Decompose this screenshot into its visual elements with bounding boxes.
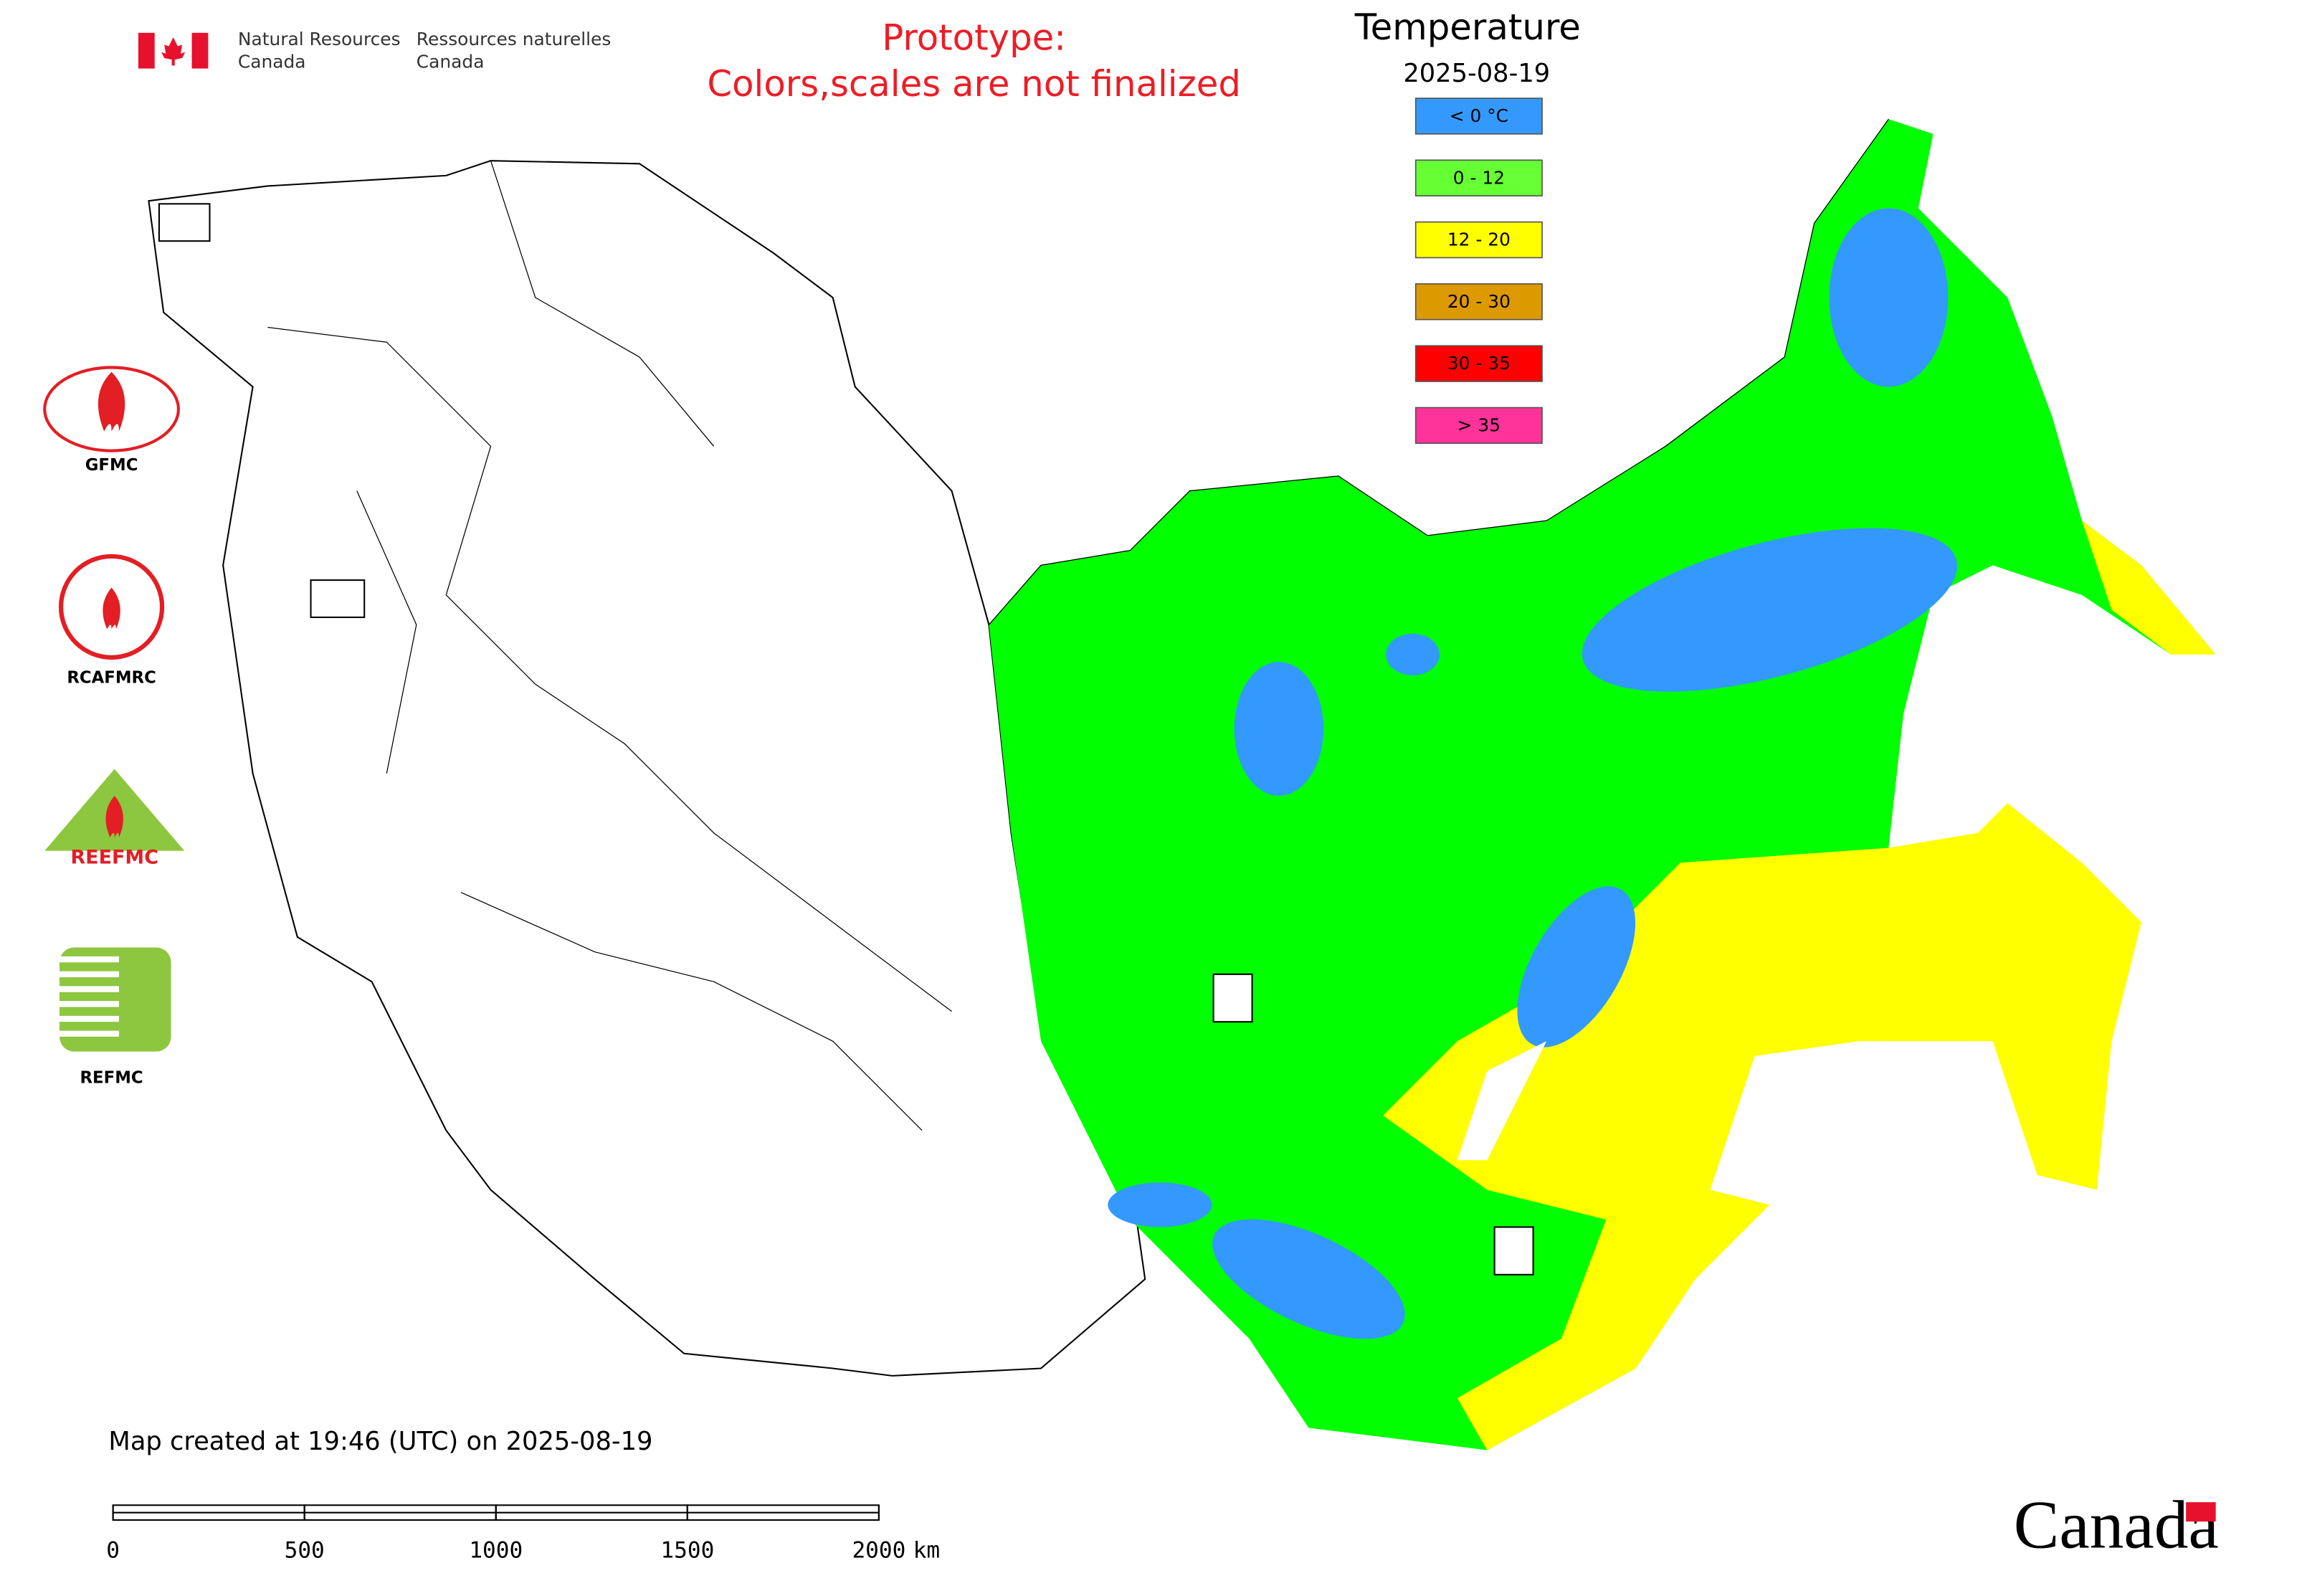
scale-unit: km bbox=[913, 1538, 940, 1564]
agency-en: Natural Resources bbox=[238, 29, 401, 49]
agency-fr: Canada bbox=[417, 51, 485, 72]
lake bbox=[1457, 1041, 1547, 1161]
map-logo bbox=[1493, 1226, 1534, 1276]
temp-region bbox=[1212, 1219, 1405, 1339]
temp-region bbox=[2082, 521, 2216, 655]
legend-label: 20 - 30 bbox=[1447, 291, 1511, 312]
scale-label: 2000 bbox=[852, 1538, 905, 1564]
legend-label: 0 - 12 bbox=[1453, 167, 1505, 188]
legend-title: Temperature bbox=[1354, 6, 1581, 48]
temp-region bbox=[1517, 886, 1636, 1048]
logo-label: REFMC bbox=[80, 1069, 143, 1088]
temp-region bbox=[1829, 208, 1949, 387]
temp-region bbox=[1383, 803, 2141, 1450]
wordmark-flag bbox=[2186, 1502, 2216, 1522]
temp-region bbox=[1234, 662, 1324, 796]
logo-label: REEFMC bbox=[70, 847, 158, 869]
legend-swatch bbox=[1414, 159, 1543, 196]
scale-label: 1500 bbox=[660, 1538, 714, 1564]
flame bbox=[105, 795, 123, 837]
notice: Colors,scales are not finalized bbox=[707, 63, 1241, 105]
stripes bbox=[59, 956, 119, 1037]
scale-label: 1000 bbox=[469, 1538, 523, 1564]
temp-region bbox=[1386, 633, 1440, 675]
scale-bar: 0 500 1000 1500 2000 km bbox=[106, 1504, 940, 1564]
legend-date: 2025-08-19 bbox=[1403, 59, 1550, 88]
scale-label: 0 bbox=[106, 1538, 120, 1564]
legend-swatch bbox=[1414, 283, 1543, 320]
borders bbox=[267, 160, 952, 1131]
created-note: Map created at 19:46 (UTC) on 2025-08-19 bbox=[108, 1427, 652, 1456]
maple-leaf bbox=[161, 37, 186, 66]
legend-swatch bbox=[1414, 407, 1543, 445]
agency-fr: Ressources naturelles bbox=[417, 29, 612, 49]
legend-swatch bbox=[1414, 98, 1543, 135]
flag-bar bbox=[191, 32, 209, 69]
temp-region bbox=[1108, 1182, 1212, 1227]
agency-en: Canada bbox=[238, 51, 306, 72]
legend-label: 12 - 20 bbox=[1447, 229, 1511, 250]
legend-label: 30 - 35 bbox=[1447, 353, 1511, 374]
temp-region bbox=[1582, 528, 1957, 692]
nrcan-signature: Natural Resources Canada Ressources natu… bbox=[138, 29, 611, 72]
flame bbox=[103, 587, 120, 630]
temp-region bbox=[989, 119, 2201, 1450]
logo-label: RCAFMRC bbox=[67, 669, 156, 688]
coastline bbox=[988, 118, 1889, 625]
map-logo bbox=[310, 579, 366, 619]
logo-label: GFMC bbox=[85, 456, 138, 475]
gfmc-logo bbox=[43, 366, 180, 452]
flag-bar bbox=[138, 32, 155, 69]
canada-wordmark: Canada bbox=[2014, 1487, 2219, 1563]
legend-swatch bbox=[1414, 221, 1543, 259]
flame bbox=[97, 371, 125, 432]
logos: GFMC RCAFMRC REEFMC REFMC bbox=[43, 366, 185, 1088]
scale-label: 500 bbox=[285, 1538, 325, 1564]
map bbox=[148, 118, 2216, 1450]
land-outline bbox=[148, 160, 1146, 1377]
legend: < 0 °C 0 - 12 12 - 20 20 - 30 30 - 35 > 35 bbox=[1414, 98, 1543, 445]
notice: Prototype: bbox=[882, 17, 1066, 59]
legend-label: > 35 bbox=[1457, 414, 1500, 435]
map-logo bbox=[1212, 973, 1253, 1023]
legend-label: < 0 °C bbox=[1450, 105, 1508, 126]
map-logo bbox=[158, 203, 211, 242]
legend-swatch bbox=[1414, 345, 1543, 382]
